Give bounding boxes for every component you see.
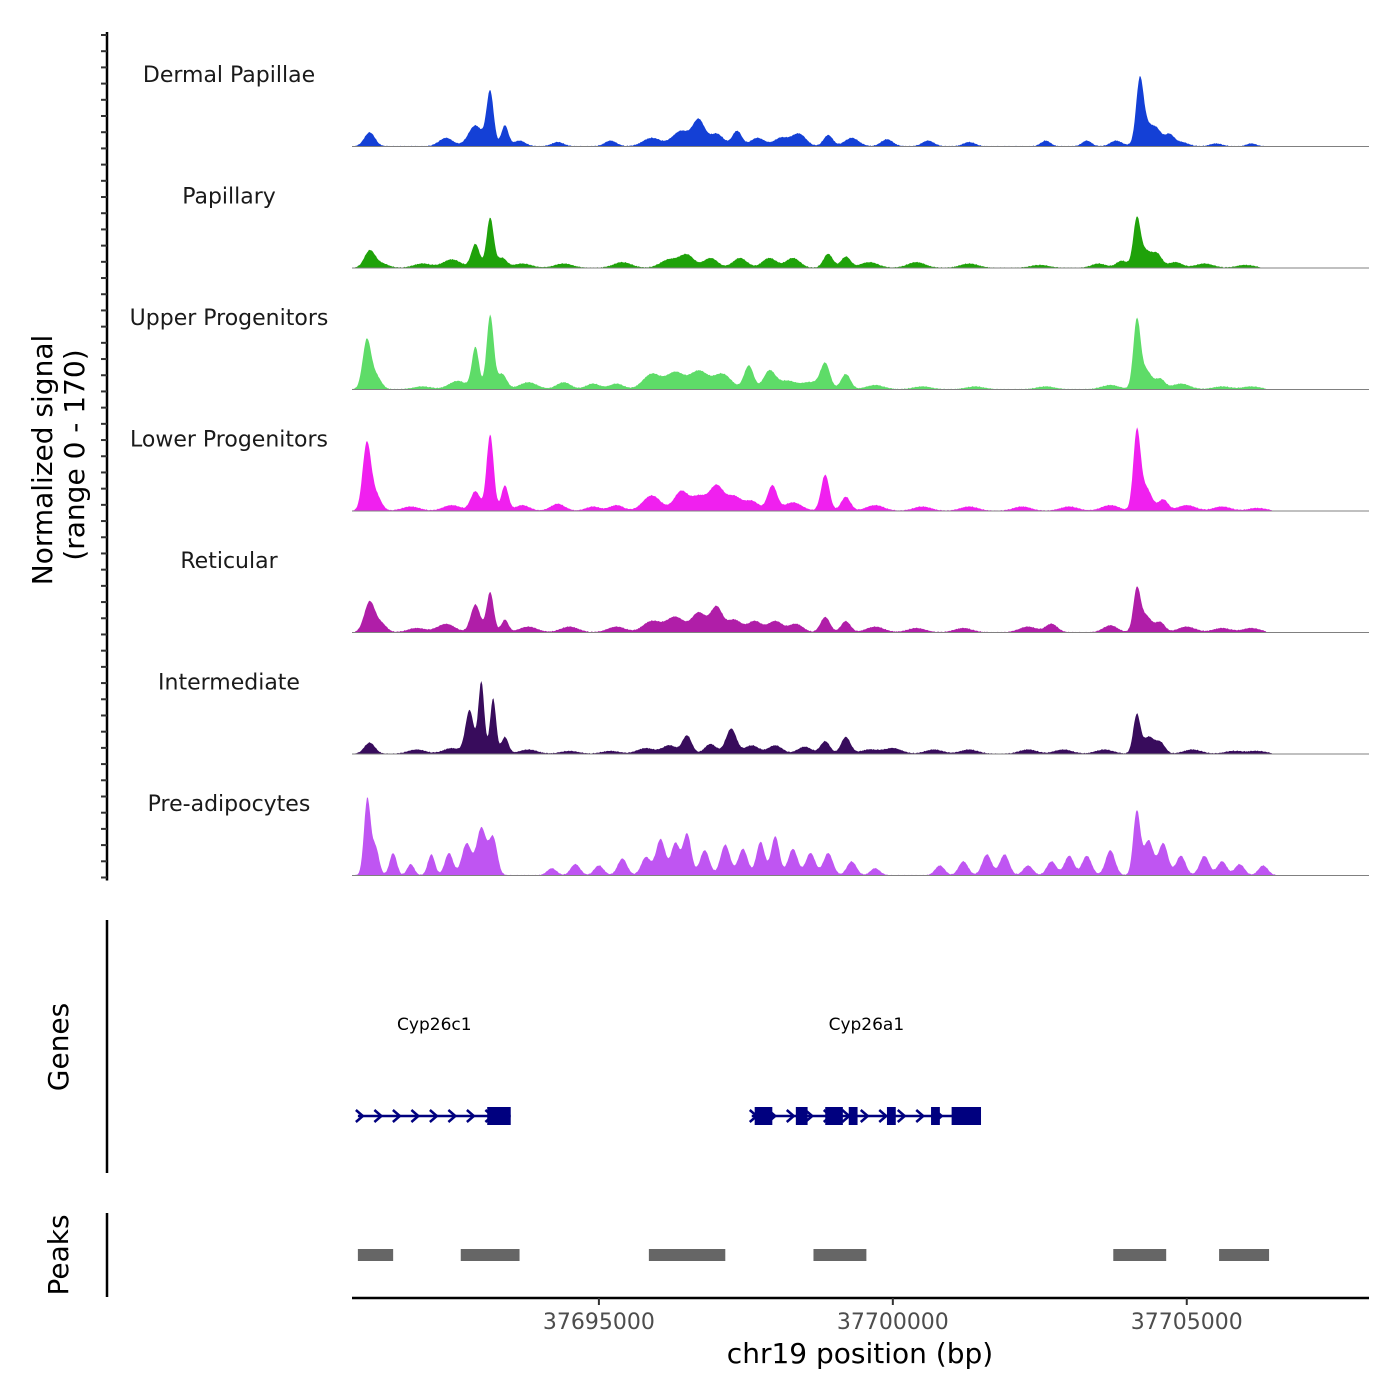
- x-tick-label: 37695000: [543, 1310, 655, 1335]
- track-5: Intermediate: [158, 670, 1369, 755]
- peak-region: [1219, 1249, 1270, 1261]
- gene-exon: [886, 1107, 896, 1125]
- signal-area: [352, 427, 1272, 511]
- gene-exon: [848, 1107, 858, 1125]
- peak-region: [357, 1249, 394, 1261]
- track-6: Pre-adipocytes: [148, 792, 1369, 876]
- x-tick-label: 37700000: [837, 1310, 949, 1335]
- track-label: Intermediate: [158, 670, 300, 695]
- track-label: Pre-adipocytes: [148, 792, 311, 817]
- strand-arrow: [392, 1109, 402, 1123]
- gene-exon: [487, 1107, 511, 1125]
- track-4: Reticular: [180, 549, 1369, 633]
- gene-exon: [931, 1107, 940, 1125]
- peak-region: [813, 1249, 867, 1261]
- signal-area: [352, 797, 1278, 876]
- track-label: Lower Progenitors: [130, 427, 328, 452]
- y-axis-title-line1: Normalized signal: [26, 335, 59, 586]
- y-axis-title-line2: (range 0 - 170): [58, 349, 91, 560]
- x-axis: 37695000 37700000 37705000: [352, 1296, 1369, 1335]
- strand-arrow: [915, 1109, 926, 1123]
- strand-arrow: [373, 1109, 384, 1123]
- peak-region: [460, 1249, 520, 1261]
- gene-name: Cyp26c1: [397, 1015, 472, 1035]
- track-label: Reticular: [180, 549, 278, 574]
- gene-track: Cyp26c1 Cyp26a1: [355, 1015, 982, 1125]
- track-2: Upper Progenitors: [130, 306, 1369, 390]
- track-3: Lower Progenitors: [130, 427, 1369, 512]
- track-0: Dermal Papillae: [143, 63, 1369, 147]
- signal-area: [352, 314, 1267, 390]
- peak-track: [357, 1249, 1270, 1261]
- track-1: Papillary: [182, 184, 1369, 269]
- strand-arrow: [447, 1109, 458, 1123]
- signal-y-axis: [101, 32, 109, 881]
- gene-model: Cyp26a1: [748, 1015, 982, 1125]
- strand-arrow: [878, 1109, 889, 1123]
- x-axis-title: chr19 position (bp): [727, 1337, 993, 1370]
- track-label: Dermal Papillae: [143, 63, 315, 88]
- gene-exon: [754, 1107, 773, 1125]
- gene-exon: [951, 1107, 982, 1125]
- strand-arrow: [355, 1109, 365, 1123]
- gene-exon: [825, 1107, 843, 1125]
- gene-exon: [795, 1107, 808, 1125]
- track-label: Papillary: [182, 184, 276, 209]
- peak-region: [648, 1249, 726, 1261]
- signal-tracks: Dermal Papillae Papillary Upper Progenitor…: [130, 63, 1369, 876]
- strand-arrow: [429, 1109, 439, 1123]
- track-label: Upper Progenitors: [130, 306, 329, 331]
- gene-model: Cyp26c1: [355, 1015, 511, 1125]
- signal-area: [354, 76, 1267, 147]
- strand-arrow: [410, 1109, 421, 1123]
- signal-area: [354, 216, 1261, 268]
- peaks-track-title: Peaks: [42, 1214, 75, 1295]
- signal-area: [354, 586, 1267, 633]
- strand-arrow: [896, 1109, 907, 1123]
- signal-area: [354, 681, 1272, 754]
- peak-region: [1113, 1249, 1167, 1261]
- strand-arrow: [859, 1109, 870, 1123]
- strand-arrow: [785, 1109, 796, 1123]
- gene-name: Cyp26a1: [829, 1015, 905, 1035]
- genes-track-title: Genes: [42, 1003, 75, 1091]
- strand-arrow: [466, 1109, 476, 1123]
- x-tick-label: 37705000: [1131, 1310, 1243, 1335]
